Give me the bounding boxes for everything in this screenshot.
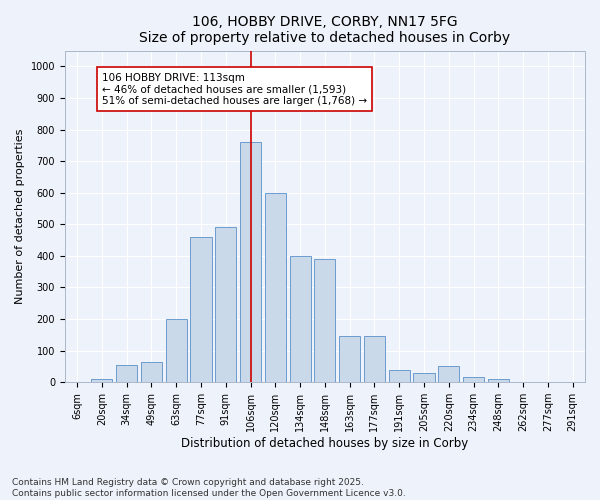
Bar: [364, 336, 385, 382]
Bar: [141, 362, 162, 382]
Bar: [314, 259, 335, 382]
Bar: [339, 336, 360, 382]
Bar: [438, 366, 459, 382]
Bar: [116, 365, 137, 382]
Bar: [166, 319, 187, 382]
Bar: [463, 378, 484, 382]
Y-axis label: Number of detached properties: Number of detached properties: [15, 128, 25, 304]
Bar: [488, 379, 509, 382]
Title: 106, HOBBY DRIVE, CORBY, NN17 5FG
Size of property relative to detached houses i: 106, HOBBY DRIVE, CORBY, NN17 5FG Size o…: [139, 15, 511, 45]
Bar: [240, 142, 261, 382]
Bar: [389, 370, 410, 382]
Text: 106 HOBBY DRIVE: 113sqm
← 46% of detached houses are smaller (1,593)
51% of semi: 106 HOBBY DRIVE: 113sqm ← 46% of detache…: [102, 72, 367, 106]
Bar: [190, 237, 212, 382]
X-axis label: Distribution of detached houses by size in Corby: Distribution of detached houses by size …: [181, 437, 469, 450]
Bar: [91, 379, 112, 382]
Bar: [215, 228, 236, 382]
Bar: [413, 372, 434, 382]
Text: Contains HM Land Registry data © Crown copyright and database right 2025.
Contai: Contains HM Land Registry data © Crown c…: [12, 478, 406, 498]
Bar: [290, 256, 311, 382]
Bar: [265, 192, 286, 382]
